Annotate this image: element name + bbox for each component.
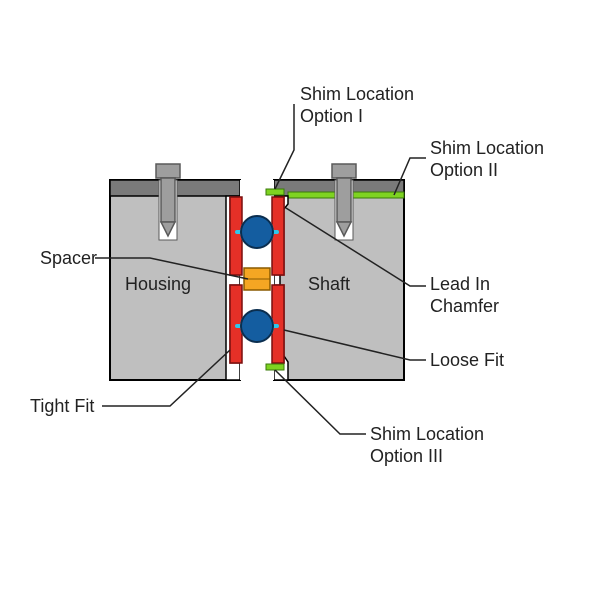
shim3-label-line1: Shim Location <box>370 424 484 444</box>
leader-shim-1 <box>275 104 294 189</box>
chamfer-label-line2: Chamfer <box>430 296 499 316</box>
tight-fit-label: Tight Fit <box>30 396 94 416</box>
loose-fit-label: Loose Fit <box>430 350 504 370</box>
housing-bolt-head <box>156 164 180 178</box>
shaft-bolt-head <box>332 164 356 178</box>
spacer-label: Spacer <box>40 248 97 268</box>
shim2-label-line2: Option II <box>430 160 498 180</box>
housing-label: Housing <box>125 274 191 294</box>
shim1-label-line1: Shim Location <box>300 84 414 104</box>
chamfer-label-line1: Lead In <box>430 274 490 294</box>
shim3-label-line2: Option III <box>370 446 443 466</box>
ball-bottom <box>241 310 273 342</box>
shim1-label-line2: Option I <box>300 106 363 126</box>
shim2-label-line1: Shim Location <box>430 138 544 158</box>
ball-top <box>241 216 273 248</box>
shaft-label: Shaft <box>308 274 350 294</box>
